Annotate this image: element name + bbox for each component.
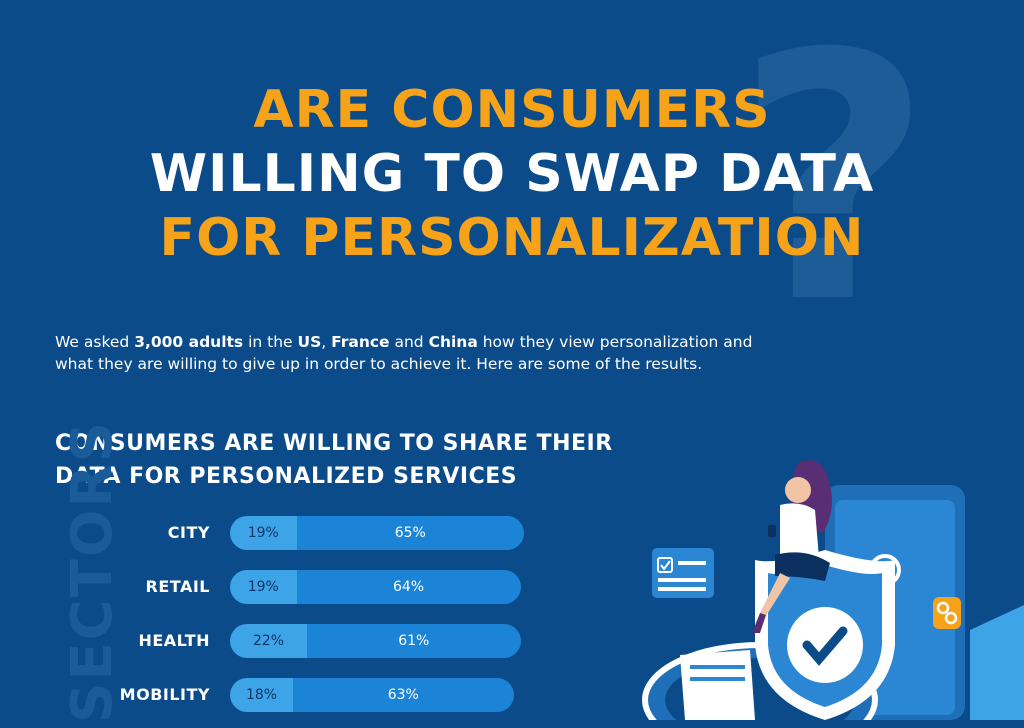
shield-check-icon — [802, 626, 848, 666]
woman-shoe — [752, 613, 766, 633]
intro-paragraph: We asked 3,000 adults in the US, France … — [55, 331, 775, 375]
intro-text: We asked — [55, 333, 135, 351]
book-line — [690, 677, 745, 681]
bar-value-label-1: 22% — [252, 633, 285, 649]
bar-value-label-2: 63% — [387, 687, 419, 703]
bar-value-label-2: 64% — [392, 579, 425, 595]
bar-segment-1 — [230, 570, 297, 604]
intro-bold-adults: 3,000 adults — [134, 333, 244, 351]
bar-value-label-1: 18% — [245, 687, 278, 703]
bar-value-label-2: 65% — [394, 525, 426, 541]
bar-segment-1 — [230, 678, 293, 712]
page-title: ARE CONSUMERS WILLING TO SWAP DATA FOR P… — [0, 78, 1024, 270]
checklist-line — [678, 561, 706, 565]
bar-category-label: RETAIL — [145, 577, 210, 596]
title-line-1: ARE CONSUMERS — [253, 80, 771, 140]
section-heading-line-2: DATA FOR PERSONALIZED SERVICES — [55, 464, 518, 489]
link-ring-1 — [936, 601, 950, 615]
intro-bold-china: China — [428, 333, 478, 351]
intro-text: and — [389, 333, 429, 351]
intro-text: in the — [243, 333, 298, 351]
bar-category-label: CITY — [167, 523, 210, 542]
bar-segment-1 — [230, 516, 297, 550]
checklist-line — [658, 578, 706, 582]
link-ring-2 — [944, 611, 958, 625]
woman-shield-illustration — [642, 460, 1024, 720]
woman-face — [785, 477, 811, 503]
woman-leg — [760, 573, 790, 616]
bar-total: 18% 63% — [230, 678, 514, 712]
shield-badge — [787, 607, 863, 683]
intro-bold-us: US — [297, 333, 322, 351]
bar-segment-1 — [230, 624, 307, 658]
phone-in-hand-icon — [768, 525, 776, 537]
section-heading: CONSUMERS ARE WILLING TO SHARE THEIR DAT… — [55, 427, 613, 493]
title-line-3: FOR PERSONALIZATION — [159, 208, 865, 268]
woman-skirt — [775, 552, 830, 581]
checkbox-icon — [657, 557, 673, 573]
bar-total: 22% 61% — [230, 624, 521, 658]
question-mark-decoration: ? — [735, 0, 933, 378]
bar-value-label-2: 61% — [398, 633, 430, 649]
book — [680, 650, 755, 720]
intro-text: , — [321, 333, 332, 351]
intro-text: how they view personalization and what t… — [55, 333, 753, 373]
bar-category-label: HEALTH — [138, 631, 210, 650]
checklist-card — [652, 548, 714, 598]
side-platform — [970, 605, 1024, 720]
bar-total: 19% 64% — [230, 570, 521, 604]
checklist-line — [658, 587, 706, 591]
link-icon — [933, 597, 961, 629]
intro-bold-france: France — [331, 333, 390, 351]
bar-value-label-1: 19% — [247, 525, 279, 541]
bar-category-label: MOBILITY — [119, 685, 210, 704]
bar-value-label-1: 19% — [247, 579, 279, 595]
book-line — [690, 665, 745, 669]
section-heading-line-1: CONSUMERS ARE WILLING TO SHARE THEIR — [55, 431, 613, 456]
bar-total: 19% 65% — [230, 516, 524, 550]
check-mark-icon — [660, 560, 671, 571]
title-line-2: WILLING TO SWAP DATA — [149, 144, 875, 204]
